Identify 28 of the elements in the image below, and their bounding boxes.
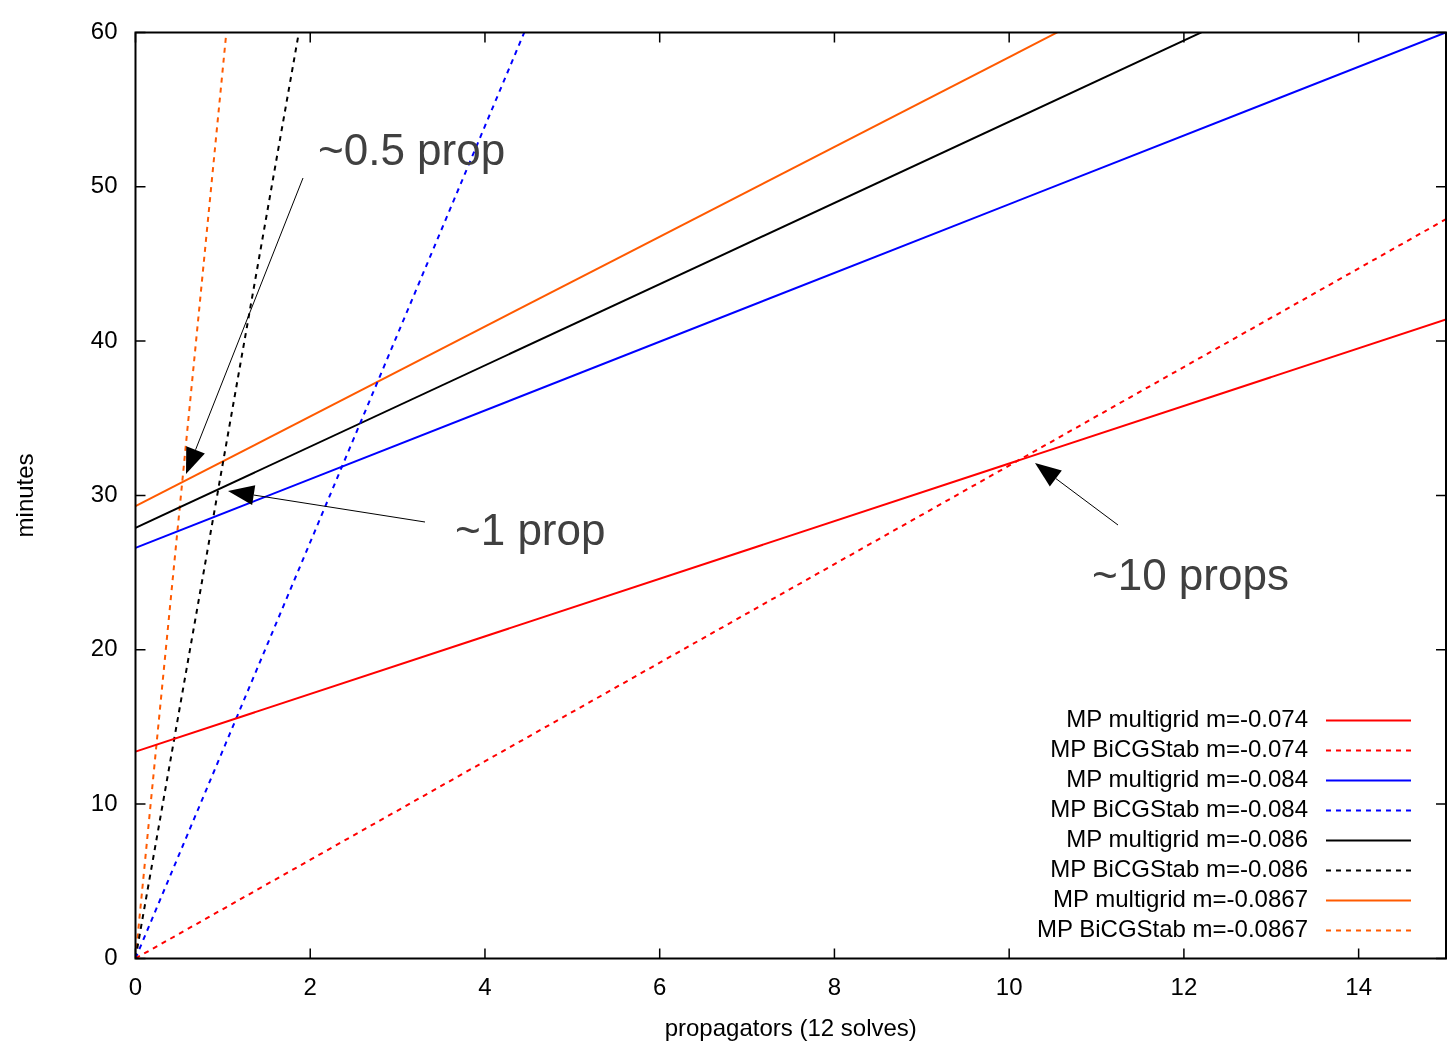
y-tick-label: 0 xyxy=(104,943,118,971)
y-tick-label: 20 xyxy=(90,634,118,662)
y-tick-label: 50 xyxy=(90,171,118,199)
annotation: ~10 props xyxy=(1092,549,1289,601)
x-tick-label: 4 xyxy=(478,973,492,1001)
x-tick-label: 8 xyxy=(827,973,842,1001)
legend-label: MP BiCGStab m=-0.0867 xyxy=(1036,915,1308,943)
legend-label: MP multigrid m=-0.0867 xyxy=(1053,885,1308,913)
legend-label: MP multigrid m=-0.084 xyxy=(1066,765,1308,793)
x-tick-label: 0 xyxy=(128,973,143,1001)
legend-label: MP multigrid m=-0.074 xyxy=(1066,705,1308,733)
x-tick-label: 12 xyxy=(1170,973,1198,1001)
x-tick-label: 14 xyxy=(1345,973,1372,1001)
legend-label: MP BiCGStab m=-0.084 xyxy=(1050,795,1308,823)
x-tick-label: 2 xyxy=(303,973,317,1001)
x-tick-label: 10 xyxy=(995,973,1023,1001)
y-tick-label: 40 xyxy=(90,325,118,353)
y-tick-label: 10 xyxy=(90,788,118,816)
y-tick-label: 60 xyxy=(90,17,118,45)
x-tick-label: 6 xyxy=(653,973,667,1001)
x-axis-title: propagators (12 solves) xyxy=(664,1014,917,1042)
annotation: ~0.5 prop xyxy=(318,124,506,176)
annotation: ~1 prop xyxy=(455,504,606,556)
legend-label: MP BiCGStab m=-0.074 xyxy=(1050,735,1308,763)
legend-label: MP multigrid m=-0.086 xyxy=(1066,825,1308,853)
legend-label: MP BiCGStab m=-0.086 xyxy=(1050,855,1308,883)
y-axis-title: minutes xyxy=(11,453,39,538)
y-tick-label: 30 xyxy=(90,480,118,508)
